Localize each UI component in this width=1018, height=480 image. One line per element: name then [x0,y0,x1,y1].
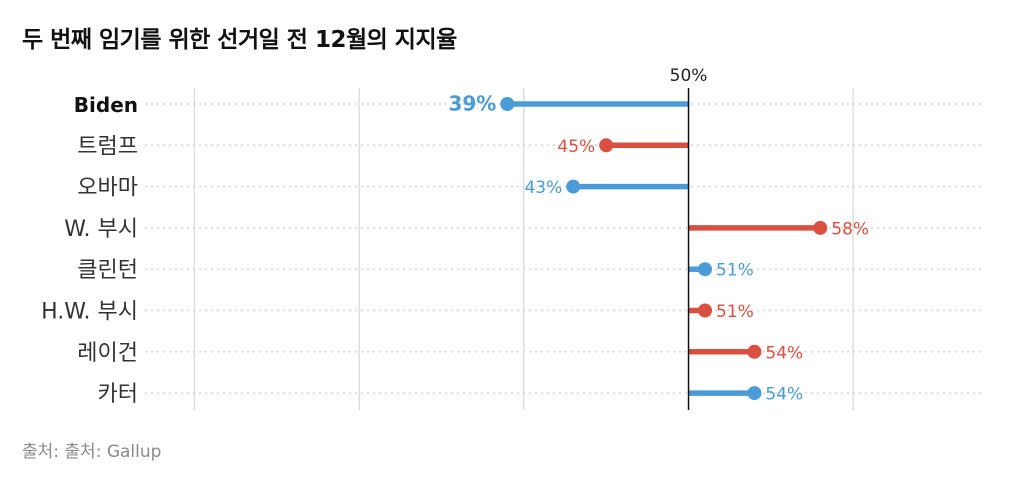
value-label: 39% [448,92,496,116]
category-label: H.W. 부시 [41,300,138,325]
bar-end-dot [747,344,762,359]
gridlines [193,88,854,410]
bar-end-dot [566,179,581,194]
category-label: Biden [74,93,138,117]
category-label: 트럼프 [77,134,138,159]
bar-end-dot [698,303,712,318]
bars [500,97,828,401]
reference-label: 50% [670,66,708,86]
bar-end-dot [500,97,515,111]
category-label: 클린턴 [77,258,138,283]
value-label: 51% [716,261,754,281]
value-label: 45% [557,137,595,157]
bar-end-dot [813,220,828,235]
category-label: 오바마 [77,176,138,201]
category-label: 레이건 [77,341,138,366]
value-label: 54% [765,343,803,363]
category-label: 카터 [98,382,138,407]
bar-end-dot [698,262,712,277]
value-label: 51% [716,302,754,322]
value-label: 43% [524,178,562,198]
dotted-row-lines [145,103,985,394]
bar-end-dot [747,386,762,401]
value-label: 58% [831,219,869,239]
category-label: W. 부시 [64,217,138,242]
reference-line-group: 50% [670,66,708,410]
bar-end-dot [599,138,614,153]
category-labels: 39% Biden 45% 트럼프 43% 오바마 58% W. 부시 51% 클린턴 51% H.W… [41,92,869,408]
value-label: 54% [765,385,803,405]
source-note: 출처: 출처: Gallup [22,442,162,462]
chart-title: 두 번째 임기를 위한 선거일 전 12월의 지지율 [22,27,457,53]
